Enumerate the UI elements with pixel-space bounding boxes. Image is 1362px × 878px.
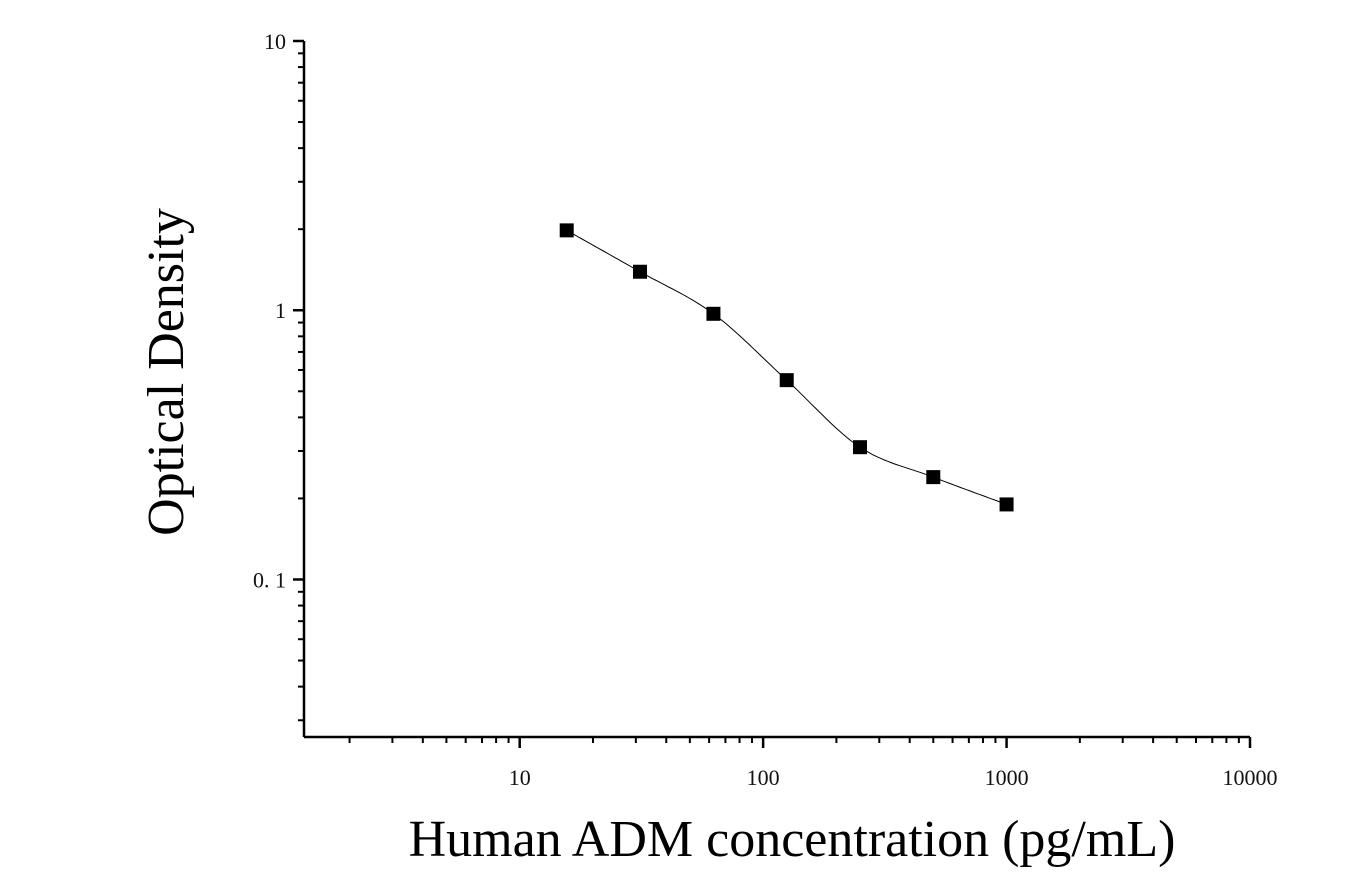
x-major-ticks bbox=[518, 737, 1252, 748]
y-tick-label: 10 bbox=[264, 29, 286, 54]
fit-curve bbox=[566, 229, 1007, 505]
data-points bbox=[559, 223, 1014, 512]
x-axis-title: Human ADM concentration (pg/mL) bbox=[409, 811, 1176, 868]
data-point bbox=[853, 440, 868, 455]
data-point bbox=[706, 306, 721, 321]
y-major-ticks bbox=[293, 39, 304, 581]
y-axis-title: Optical Density bbox=[138, 208, 195, 536]
y-tick-label: 1 bbox=[275, 298, 286, 323]
data-point bbox=[779, 373, 794, 388]
data-point bbox=[559, 223, 574, 238]
data-point bbox=[632, 264, 647, 279]
x-tick-label: 10 bbox=[509, 765, 531, 790]
x-tick-label: 100 bbox=[747, 765, 780, 790]
y-tick-label: 0. 1 bbox=[253, 567, 286, 592]
x-tick-labels: 10 100 1000 10000 bbox=[509, 765, 1278, 790]
data-point bbox=[926, 470, 941, 485]
x-tick-label: 10000 bbox=[1223, 765, 1278, 790]
y-tick-labels: 0. 1 1 10 bbox=[253, 29, 286, 592]
data-point bbox=[999, 497, 1014, 512]
x-tick-label: 1000 bbox=[985, 765, 1029, 790]
